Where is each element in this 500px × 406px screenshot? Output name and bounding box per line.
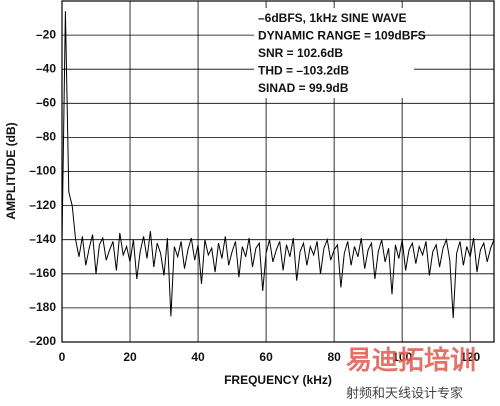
y-tick-label: –60 — [36, 95, 56, 109]
annotation: DYNAMIC RANGE = 109dBFS — [258, 29, 426, 43]
y-tick-label: –200 — [29, 334, 56, 348]
spectrum-line — [61, 11, 495, 319]
y-axis-label: AMPLITUDE (dB) — [4, 122, 18, 219]
annotation-box — [254, 8, 414, 98]
y-tick-label: –160 — [29, 266, 56, 280]
x-tick-label: 100 — [392, 350, 412, 364]
annotation: SNR = 102.6dB — [258, 46, 343, 60]
y-tick-label: –100 — [29, 164, 56, 178]
annotation: THD = –103.2dB — [258, 64, 349, 78]
y-tick-label: –40 — [36, 61, 56, 75]
x-axis-label: FREQUENCY (kHz) — [224, 373, 332, 387]
annotation: –6dBFS, 1kHz SINE WAVE — [258, 11, 406, 25]
y-tick-label: –120 — [29, 198, 56, 212]
y-tick-label: –20 — [36, 27, 56, 41]
annotation: SINAD = 99.9dB — [258, 81, 349, 95]
watermark-subtitle: 射频和天线设计专家 — [346, 385, 463, 400]
x-tick-label: 60 — [259, 350, 273, 364]
watermark-title: 易迪拓培训 — [346, 345, 476, 375]
x-tick-label: 40 — [191, 350, 205, 364]
x-tick-label: 120 — [460, 350, 480, 364]
y-tick-label: –140 — [29, 232, 56, 246]
y-tick-label: –80 — [36, 130, 56, 144]
x-tick-label: 0 — [59, 350, 66, 364]
y-tick-label: –180 — [29, 300, 56, 314]
x-tick-label: 80 — [327, 350, 341, 364]
x-tick-label: 20 — [123, 350, 137, 364]
